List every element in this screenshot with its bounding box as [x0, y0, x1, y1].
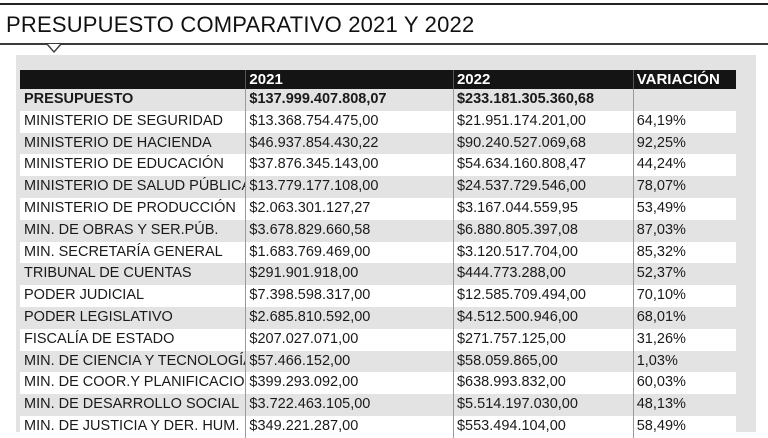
table-row: MIN. DE CIENCIA Y TECNOLOGÍA $57.466.152,… [20, 351, 736, 373]
row-2021: $2.685.810.592,00 [245, 307, 453, 329]
row-2022: $444.773.288,00 [453, 263, 633, 285]
table-row: MIN. DE JUSTICIA Y DER. HUM. $349.221.287… [20, 416, 736, 438]
row-variation: 48,13% [633, 394, 736, 416]
row-2022: $271.757.125,00 [453, 329, 633, 351]
table-row: MIN. DE DESARROLLO SOCIAL $3.722.463.105,… [20, 394, 736, 416]
row-variation: 53,49% [633, 198, 736, 220]
row-label: MIN. DE CIENCIA Y TECNOLOGÍA [20, 351, 245, 373]
row-label: PODER JUDICIAL [20, 285, 245, 307]
row-2022: $12.585.709.494,00 [453, 285, 633, 307]
row-label: MINISTERIO DE HACIENDA [20, 133, 245, 155]
total-2022: $233.181.305.360,68 [453, 89, 633, 111]
row-2022: $3.167.044.559,95 [453, 198, 633, 220]
row-variation: 78,07% [633, 176, 736, 198]
row-2021: $13.779.177.108,00 [245, 176, 453, 198]
row-2021: $7.398.598.317,00 [245, 285, 453, 307]
row-variation: 70,10% [633, 285, 736, 307]
total-2021: $137.999.407.808,07 [245, 89, 453, 111]
row-label: TRIBUNAL DE CUENTAS [20, 263, 245, 285]
table-row: MINISTERIO DE SEGURIDAD $13.368.754.475,0… [20, 111, 736, 133]
row-2021: $3.678.829.660,58 [245, 220, 453, 242]
table-row: PODER JUDICIAL $7.398.598.317,00 $12.585.7… [20, 285, 736, 307]
row-2022: $24.537.729.546,00 [453, 176, 633, 198]
row-label: MIN. DE JUSTICIA Y DER. HUM. [20, 416, 245, 438]
table-row: FISCALÍA DE ESTADO $207.027.071,00 $271.75… [20, 329, 736, 351]
row-2022: $638.993.832,00 [453, 372, 633, 394]
row-variation: 64,19% [633, 111, 736, 133]
table-row: MIN. DE OBRAS Y SER.PÚB. $3.678.829.660,5… [20, 220, 736, 242]
row-variation: 1,03% [633, 351, 736, 373]
row-2021: $46.937.854.430,22 [245, 133, 453, 155]
row-label: MIN. SECRETARÍA GENERAL [20, 242, 245, 264]
row-2022: $21.951.174.201,00 [453, 111, 633, 133]
row-label: PODER LEGISLATIVO [20, 307, 245, 329]
row-2021: $207.027.071,00 [245, 329, 453, 351]
row-2021: $2.063.301.127,27 [245, 198, 453, 220]
table-row: MINISTERIO DE EDUCACIÓN $37.876.345.143,0… [20, 154, 736, 176]
row-variation: 87,03% [633, 220, 736, 242]
row-label: MINISTERIO DE PRODUCCIÓN [20, 198, 245, 220]
table-row: MINISTERIO DE HACIENDA $46.937.854.430,22… [20, 133, 736, 155]
budget-table: 2021 2022 VARIACIÓN PRESUPUESTO $137.999… [20, 70, 736, 438]
row-2022: $90.240.527.069,68 [453, 133, 633, 155]
row-2022: $5.514.197.030,00 [453, 394, 633, 416]
table-row: MINISTERIO DE PRODUCCIÓN $2.063.301.127,2… [20, 198, 736, 220]
top-rule [0, 3, 768, 5]
row-label: MIN. DE COOR.Y PLANIFICACION [20, 372, 245, 394]
row-2021: $13.368.754.475,00 [245, 111, 453, 133]
row-variation: 60,03% [633, 372, 736, 394]
total-label: PRESUPUESTO [20, 89, 245, 111]
table-row: PODER LEGISLATIVO $2.685.810.592,00 $4.512… [20, 307, 736, 329]
row-2021: $399.293.092,00 [245, 372, 453, 394]
row-variation: 44,24% [633, 154, 736, 176]
page-title: PRESUPUESTO COMPARATIVO 2021 Y 2022 [6, 12, 474, 38]
row-2021: $37.876.345.143,00 [245, 154, 453, 176]
table-row: MINISTERIO DE SALUD PÚBLICA $13.779.177.1… [20, 176, 736, 198]
row-label: MINISTERIO DE SALUD PÚBLICA [20, 176, 245, 198]
row-label: FISCALÍA DE ESTADO [20, 329, 245, 351]
row-2022: $54.634.160.808,47 [453, 154, 633, 176]
table-row: MIN. DE COOR.Y PLANIFICACION $399.293.092… [20, 372, 736, 394]
header-label [20, 70, 245, 89]
row-2021: $57.466.152,00 [245, 351, 453, 373]
total-variation [633, 89, 736, 111]
row-variation: 31,26% [633, 329, 736, 351]
row-2022: $553.494.104,00 [453, 416, 633, 438]
table-header-row: 2021 2022 VARIACIÓN [20, 70, 736, 89]
table-body: MINISTERIO DE SEGURIDAD $13.368.754.475,0… [20, 111, 736, 438]
row-2022: $6.880.805.397,08 [453, 220, 633, 242]
row-2021: $1.683.769.469,00 [245, 242, 453, 264]
row-2022: $58.059.865,00 [453, 351, 633, 373]
row-label: MINISTERIO DE SEGURIDAD [20, 111, 245, 133]
row-variation: 52,37% [633, 263, 736, 285]
row-label: MIN. DE OBRAS Y SER.PÚB. [20, 220, 245, 242]
row-label: MINISTERIO DE EDUCACIÓN [20, 154, 245, 176]
header-variation: VARIACIÓN [633, 70, 736, 89]
row-variation: 85,32% [633, 242, 736, 264]
row-2021: $291.901.918,00 [245, 263, 453, 285]
row-label: MIN. DE DESARROLLO SOCIAL [20, 394, 245, 416]
row-variation: 68,01% [633, 307, 736, 329]
table-row: MIN. SECRETARÍA GENERAL $1.683.769.469,00… [20, 242, 736, 264]
header-2021: 2021 [245, 70, 453, 89]
title-pointer-inner [48, 44, 60, 51]
title-underline [0, 43, 768, 45]
total-row: PRESUPUESTO $137.999.407.808,07 $233.181… [20, 89, 736, 111]
row-2022: $3.120.517.704,00 [453, 242, 633, 264]
table-row: TRIBUNAL DE CUENTAS $291.901.918,00 $444.7… [20, 263, 736, 285]
row-variation: 92,25% [633, 133, 736, 155]
row-2022: $4.512.500.946,00 [453, 307, 633, 329]
header-2022: 2022 [453, 70, 633, 89]
row-2021: $349.221.287,00 [245, 416, 453, 438]
row-2021: $3.722.463.105,00 [245, 394, 453, 416]
row-variation: 58,49% [633, 416, 736, 438]
